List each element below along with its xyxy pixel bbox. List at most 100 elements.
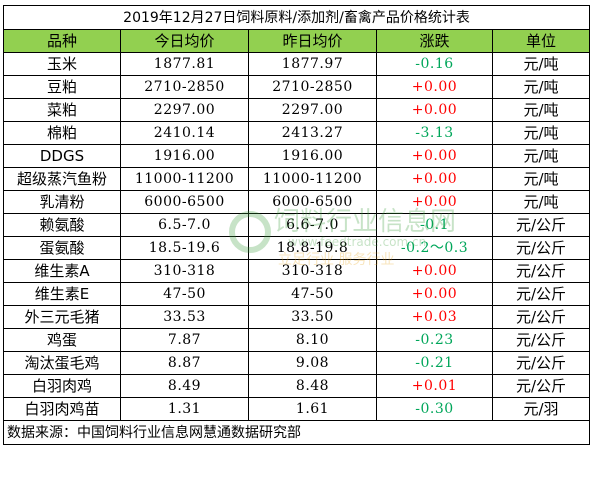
row-unit: 元/公斤 [491,236,591,260]
row-variety: 鸡蛋 [3,328,121,352]
row-variety: 赖氨酸 [3,213,121,237]
row-variety: 维生素A [3,259,121,283]
header-today-price: 今日均价 [120,29,249,53]
row-today-price: 2410.14 [120,121,249,145]
row-variety: 维生素E [3,282,121,306]
table-row: 白羽肉鸡苗 1.31 1.61 -0.30 元/羽 [3,397,591,421]
row-variety: 白羽肉鸡 [3,374,121,398]
table-row: 赖氨酸 6.5-7.0 6.6-7.0 -0.1 元/公斤 [3,213,591,237]
row-variety: 玉米 [3,52,121,76]
row-unit: 元/吨 [491,121,591,145]
row-unit: 元/公斤 [491,374,591,398]
table-row: 维生素A 310-318 310-318 +0.00 元/公斤 [3,259,591,283]
table-row: 玉米 1877.81 1877.97 -0.16 元/吨 [3,52,591,76]
row-yesterday-price: 1916.00 [248,144,377,168]
row-yesterday-price: 2297.00 [248,98,377,122]
row-variety: 菜粕 [3,98,121,122]
row-yesterday-price: 2413.27 [248,121,377,145]
header-yesterday-price: 昨日均价 [248,29,377,53]
table-row: 蛋氨酸 18.5-19.6 18.8-19.8 -0.2～0.3 元/公斤 [3,236,591,260]
table-row: 外三元毛猪 33.53 33.50 +0.03 元/公斤 [3,305,591,329]
row-change: -0.30 [376,397,493,421]
row-change: -0.21 [376,351,493,375]
row-unit: 元/公斤 [491,213,591,237]
row-today-price: 6000-6500 [120,190,249,214]
table-row: 超级蒸汽鱼粉 11000-11200 11000-11200 +0.00 元/吨 [3,167,591,191]
row-yesterday-price: 33.50 [248,305,377,329]
row-today-price: 1877.81 [120,52,249,76]
row-change: +0.00 [376,98,493,122]
row-yesterday-price: 47-50 [248,282,377,306]
table-row: 维生素E 47-50 47-50 +0.00 元/公斤 [3,282,591,306]
row-variety: 白羽肉鸡苗 [3,397,121,421]
row-today-price: 18.5-19.6 [120,236,249,260]
table-row: 豆粕 2710-2850 2710-2850 +0.00 元/吨 [3,75,591,99]
row-change: +0.01 [376,374,493,398]
table-row: 乳清粉 6000-6500 6000-6500 +0.00 元/吨 [3,190,591,214]
row-yesterday-price: 8.48 [248,374,377,398]
row-yesterday-price: 2710-2850 [248,75,377,99]
row-yesterday-price: 1877.97 [248,52,377,76]
table-header-row: 品种 今日均价 昨日均价 涨跌 单位 [3,29,591,53]
row-today-price: 8.49 [120,374,249,398]
row-today-price: 33.53 [120,305,249,329]
price-table-container: 2019年12月27日饲料原料/添加剂/畜禽产品价格统计表 品种 今日均价 昨日… [2,5,591,479]
row-today-price: 11000-11200 [120,167,249,191]
row-yesterday-price: 310-318 [248,259,377,283]
row-change: +0.00 [376,75,493,99]
table-row: 棉粕 2410.14 2413.27 -3.13 元/吨 [3,121,591,145]
row-variety: 豆粕 [3,75,121,99]
source-row: 数据来源：中国饲料行业信息网慧通数据研究部 [2,420,591,445]
row-yesterday-price: 9.08 [248,351,377,375]
row-unit: 元/公斤 [491,259,591,283]
row-yesterday-price: 11000-11200 [248,167,377,191]
table-row: 白羽肉鸡 8.49 8.48 +0.01 元/公斤 [3,374,591,398]
row-unit: 元/吨 [491,190,591,214]
table-row: 鸡蛋 7.87 8.10 -0.23 元/公斤 [3,328,591,352]
row-today-price: 1.31 [120,397,249,421]
data-source-note: 数据来源：中国饲料行业信息网慧通数据研究部 [2,420,591,445]
row-today-price: 310-318 [120,259,249,283]
row-change: -0.16 [376,52,493,76]
row-unit: 元/公斤 [491,282,591,306]
row-change: +0.03 [376,305,493,329]
row-change: +0.00 [376,282,493,306]
row-unit: 元/公斤 [491,328,591,352]
price-table: 2019年12月27日饲料原料/添加剂/畜禽产品价格统计表 品种 今日均价 昨日… [2,5,591,445]
row-yesterday-price: 6.6-7.0 [248,213,377,237]
header-unit: 单位 [491,29,591,53]
row-today-price: 1916.00 [120,144,249,168]
row-variety: 乳清粉 [3,190,121,214]
row-change: -0.2～0.3 [376,236,493,260]
row-unit: 元/羽 [491,397,591,421]
row-change: +0.00 [376,144,493,168]
header-variety: 品种 [3,29,121,53]
row-variety: 蛋氨酸 [3,236,121,260]
row-change: -3.13 [376,121,493,145]
row-change: -0.23 [376,328,493,352]
row-today-price: 6.5-7.0 [120,213,249,237]
row-yesterday-price: 18.8-19.8 [248,236,377,260]
table-title: 2019年12月27日饲料原料/添加剂/畜禽产品价格统计表 [2,5,591,30]
row-unit: 元/吨 [491,52,591,76]
row-today-price: 2297.00 [120,98,249,122]
row-yesterday-price: 1.61 [248,397,377,421]
row-today-price: 8.87 [120,351,249,375]
row-unit: 元/吨 [491,98,591,122]
row-change: +0.00 [376,259,493,283]
row-change: +0.00 [376,167,493,191]
row-today-price: 47-50 [120,282,249,306]
table-row: DDGS 1916.00 1916.00 +0.00 元/吨 [3,144,591,168]
row-unit: 元/吨 [491,144,591,168]
row-variety: 淘汰蛋毛鸡 [3,351,121,375]
table-title-row: 2019年12月27日饲料原料/添加剂/畜禽产品价格统计表 [2,5,591,30]
table-row: 淘汰蛋毛鸡 8.87 9.08 -0.21 元/公斤 [3,351,591,375]
row-variety: 外三元毛猪 [3,305,121,329]
header-change: 涨跌 [376,29,493,53]
row-unit: 元/吨 [491,75,591,99]
row-yesterday-price: 6000-6500 [248,190,377,214]
row-unit: 元/吨 [491,167,591,191]
row-yesterday-price: 8.10 [248,328,377,352]
row-today-price: 7.87 [120,328,249,352]
table-row: 菜粕 2297.00 2297.00 +0.00 元/吨 [3,98,591,122]
